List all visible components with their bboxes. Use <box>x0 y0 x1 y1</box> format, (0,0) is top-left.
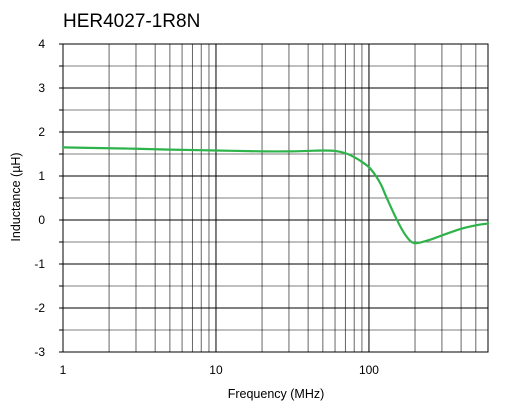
y-tick-label: 0 <box>38 213 45 227</box>
y-tick-label: 2 <box>38 125 45 139</box>
x-tick-label: 10 <box>209 363 223 377</box>
series-line-inductance <box>61 146 490 245</box>
y-tick-label: -1 <box>34 257 45 271</box>
x-tick-label: 100 <box>359 363 379 377</box>
plot-frame <box>62 43 489 353</box>
y-tick-labels: 4 3 2 1 0 -1 -2 -3 <box>34 37 45 359</box>
chart-title: HER4027-1R8N <box>63 11 200 32</box>
y-tick-label: -2 <box>34 301 45 315</box>
x-tick-labels: 1 10 100 <box>60 363 380 377</box>
y-axis-label: Inductance (µH) <box>9 152 23 241</box>
grid-lines <box>59 43 488 353</box>
x-axis-label: Frequency (MHz) <box>228 387 325 401</box>
y-tick-label: 3 <box>38 81 45 95</box>
y-tick-label: -3 <box>34 345 45 359</box>
x-tick-label: 1 <box>60 363 67 377</box>
y-tick-label: 1 <box>38 169 45 183</box>
y-tick-label: 4 <box>38 37 45 51</box>
